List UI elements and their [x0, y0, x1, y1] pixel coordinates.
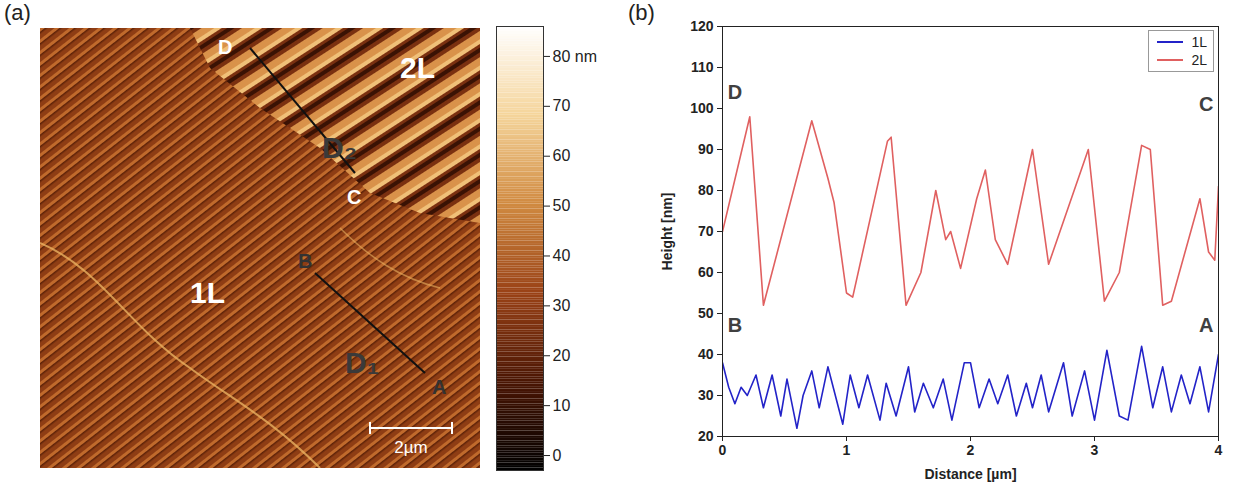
svg-text:20: 20	[698, 428, 714, 444]
svg-text:D: D	[728, 81, 742, 103]
svg-text:2L: 2L	[400, 51, 435, 84]
svg-text:D₁: D₁	[345, 346, 379, 379]
svg-text:90: 90	[698, 141, 714, 157]
svg-text:100: 100	[690, 100, 714, 116]
svg-text:A: A	[432, 376, 446, 398]
svg-text:50: 50	[553, 197, 571, 214]
svg-text:30: 30	[698, 387, 714, 403]
svg-text:50: 50	[698, 305, 714, 321]
svg-text:60: 60	[553, 147, 571, 164]
svg-text:30: 30	[553, 297, 571, 314]
svg-text:B: B	[298, 250, 312, 272]
svg-text:C: C	[347, 186, 361, 208]
html-text:2L: 2L	[1191, 52, 1207, 68]
svg-text:Height [nm]: Height [nm]	[659, 193, 675, 271]
svg-text:3: 3	[1091, 442, 1099, 458]
svg-text:70: 70	[698, 223, 714, 239]
html-text:(b): (b)	[628, 0, 655, 25]
svg-text:C: C	[1199, 93, 1213, 115]
svg-text:80: 80	[698, 182, 714, 198]
svg-text:1: 1	[843, 442, 851, 458]
svg-text:A: A	[1199, 314, 1213, 336]
svg-text:120: 120	[690, 18, 714, 34]
svg-text:80 nm: 80 nm	[553, 48, 597, 65]
svg-text:0: 0	[719, 442, 727, 458]
svg-text:D₂: D₂	[322, 131, 357, 164]
html-text:(a): (a)	[4, 0, 31, 25]
svg-text:2µm: 2µm	[394, 438, 427, 457]
svg-text:4: 4	[1215, 442, 1223, 458]
svg-text:60: 60	[698, 264, 714, 280]
svg-text:0: 0	[553, 447, 562, 464]
svg-text:1L: 1L	[190, 276, 225, 309]
svg-text:B: B	[728, 314, 742, 336]
svg-text:40: 40	[698, 346, 714, 362]
svg-text:20: 20	[553, 347, 571, 364]
svg-text:110: 110	[691, 59, 714, 75]
svg-text:10: 10	[553, 397, 571, 414]
html-text:1L: 1L	[1191, 34, 1207, 50]
svg-text:Distance [µm]: Distance [µm]	[924, 466, 1016, 482]
svg-text:2: 2	[967, 442, 975, 458]
svg-text:70: 70	[553, 97, 571, 114]
svg-text:D: D	[218, 36, 232, 58]
svg-text:40: 40	[553, 247, 571, 264]
